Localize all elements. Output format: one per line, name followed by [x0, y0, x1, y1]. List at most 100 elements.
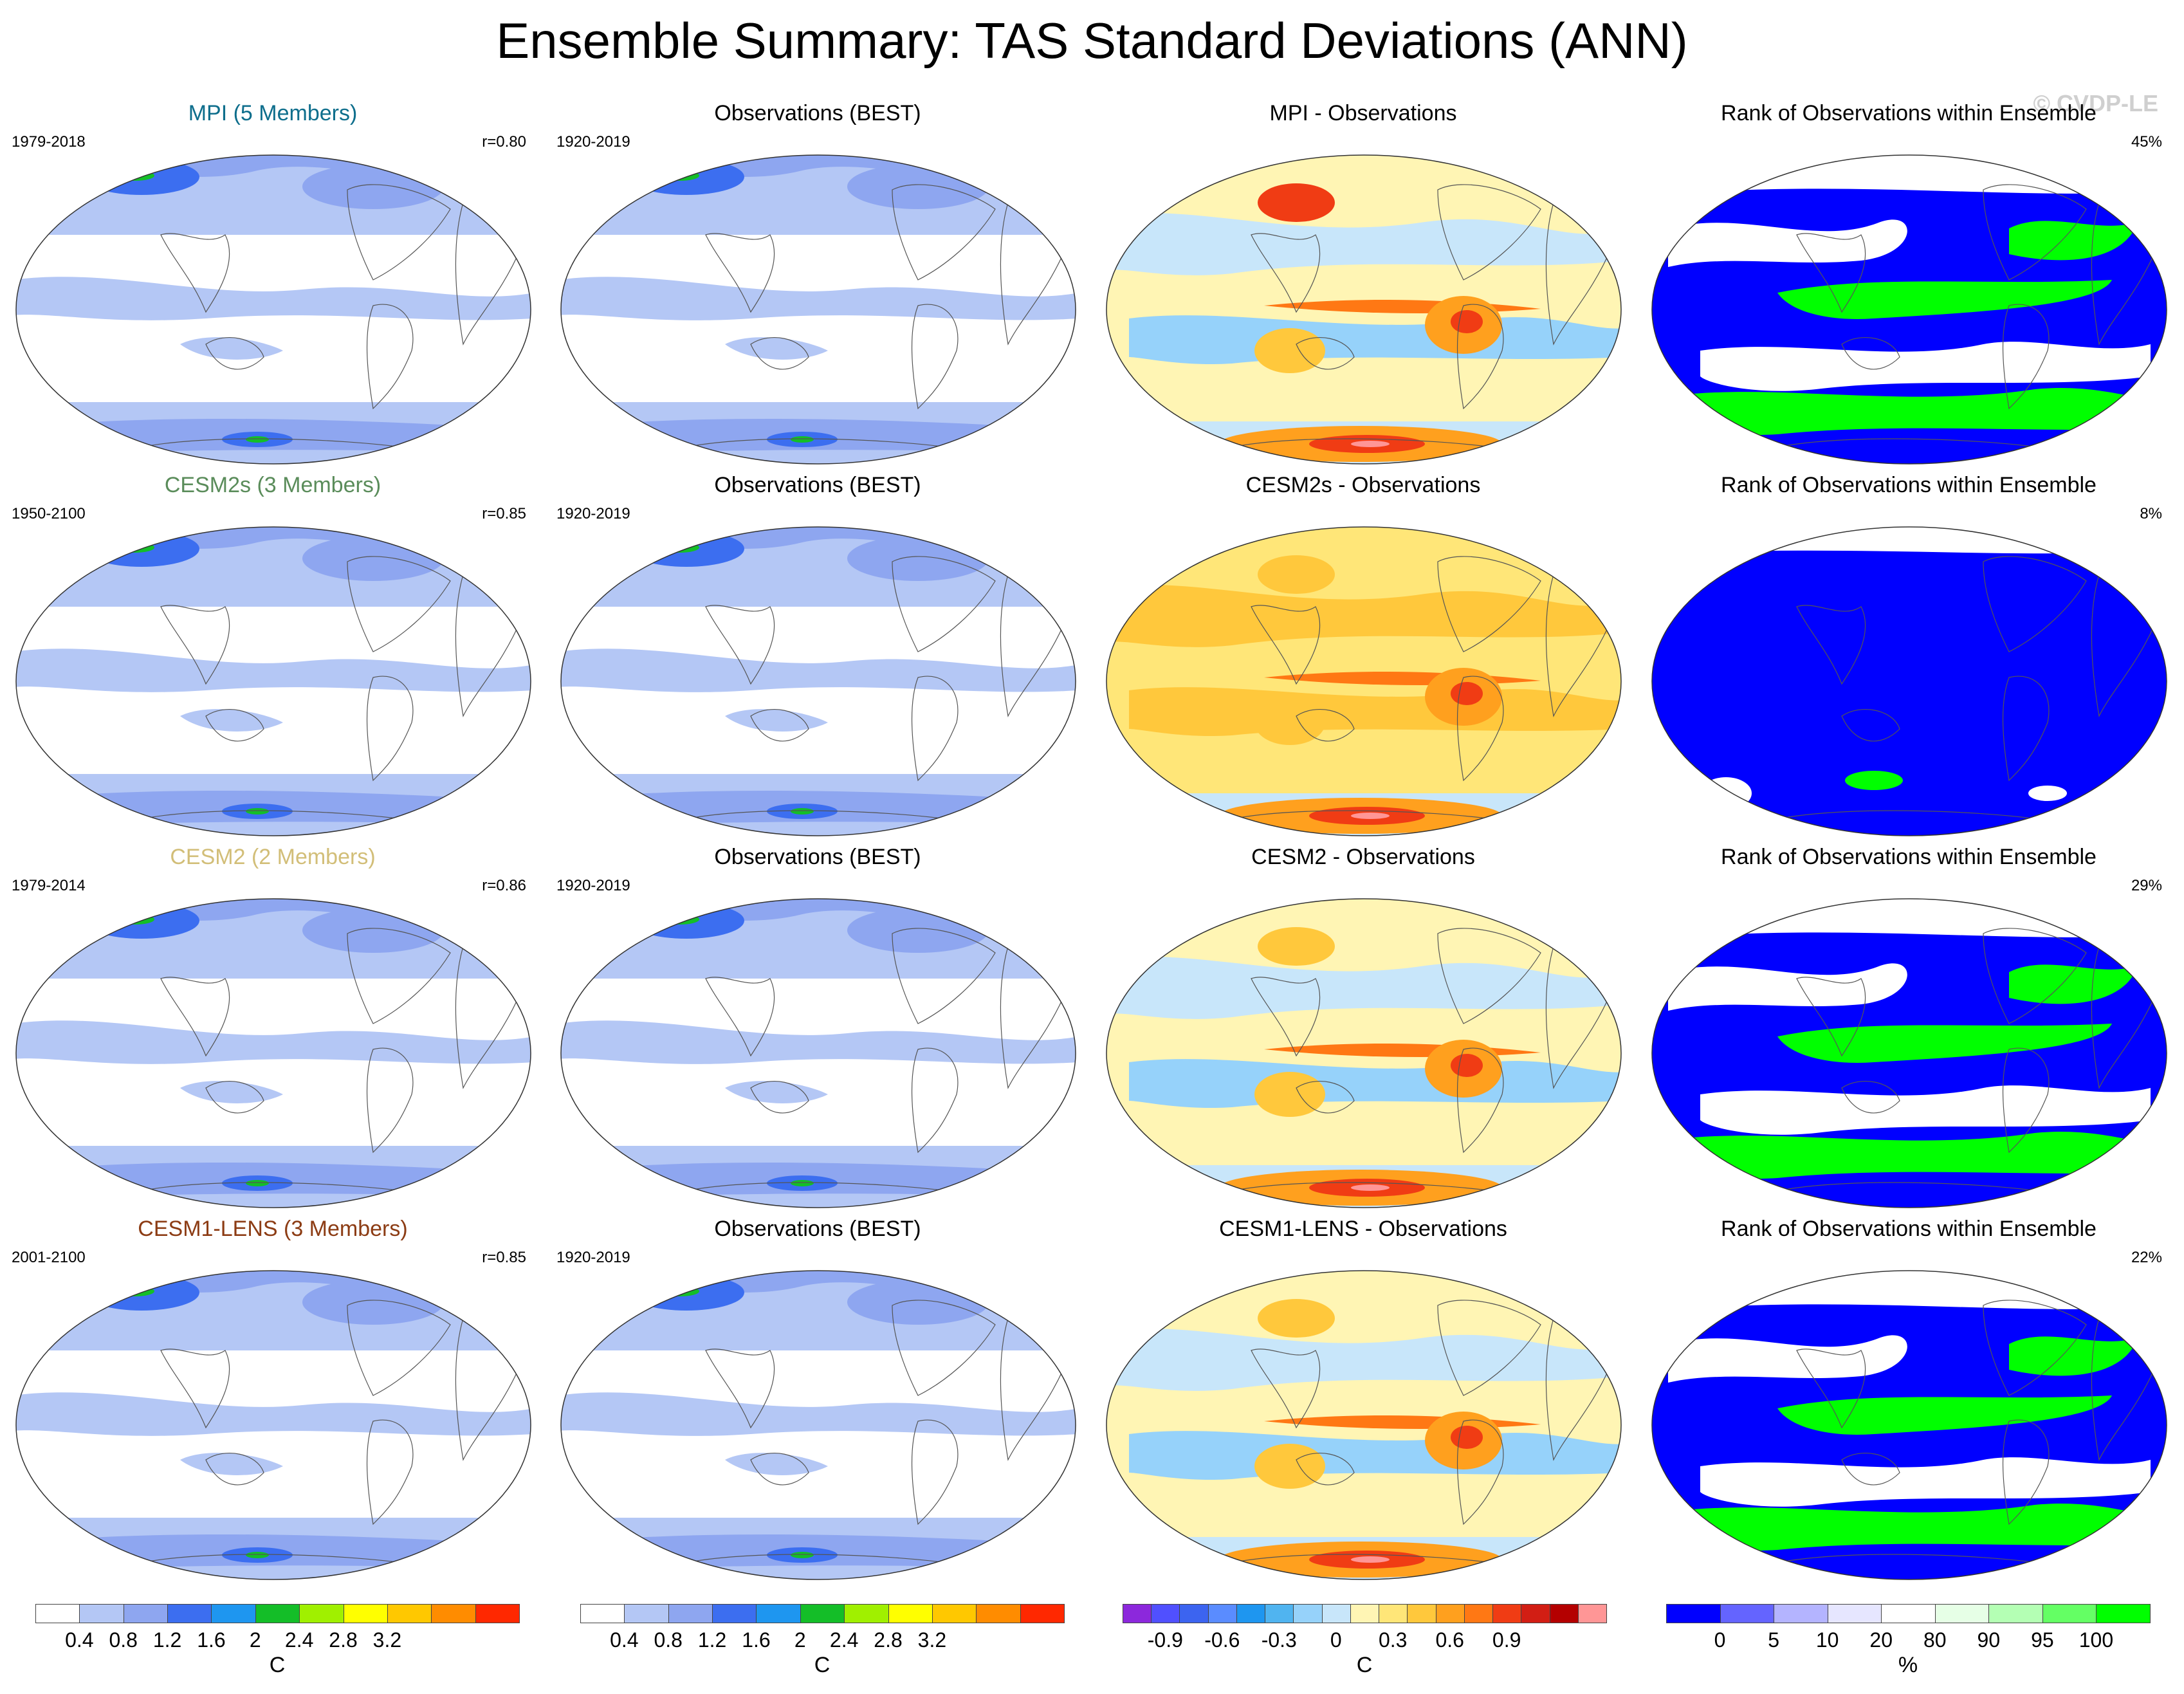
colorbar-tick-label: -0.6 [1204, 1628, 1240, 1652]
rank-percent-label: 29% [2131, 877, 2162, 894]
colorbar-tick-label: 1.2 [697, 1628, 727, 1652]
period-label: 2001-2100 [12, 1249, 86, 1266]
colorbar-swatch [1881, 1604, 1936, 1623]
colorbar-swatch [1379, 1604, 1408, 1623]
colorbar-swatch [1934, 1604, 1990, 1623]
map-rank [1651, 1270, 2167, 1580]
correlation-label: r=0.85 [482, 505, 526, 522]
colorbar-4: 0 5 10 20 80 90 95 100% [1666, 1604, 2151, 1694]
colorbar-swatch [79, 1604, 124, 1623]
map-panel-obs-3: Observations (BEST) 1920-2019 [545, 843, 1090, 1215]
colorbar-tick-label: 0.9 [1492, 1628, 1521, 1652]
colorbar-swatch [756, 1604, 801, 1623]
colorbar-tick-label: 0 [1330, 1628, 1342, 1652]
colorbar-swatch [1988, 1604, 2043, 1623]
colorbar-swatch [431, 1604, 476, 1623]
copyright-label: © CVDP-LE [2033, 90, 2158, 116]
colorbar-swatch [167, 1604, 212, 1623]
colorbar-swatch [1464, 1604, 1494, 1623]
panel-title: Rank of Observations within Ensemble [1721, 101, 2097, 125]
map-panel-obs-2: Observations (BEST) 1920-2019 [545, 472, 1090, 843]
colorbar-tick-label: 0.3 [1378, 1628, 1408, 1652]
colorbar-tick-label: 2 [794, 1628, 806, 1652]
map-obs [560, 898, 1076, 1208]
map-panel-obs-4: Observations (BEST) 1920-2019 [545, 1215, 1090, 1587]
colorbar-tick-label: 20 [1869, 1628, 1893, 1652]
map-panel-model-2: CESM2s (3 Members) 1950-2100 r=0.85 [0, 472, 546, 843]
colorbar-tick-label: 0.8 [654, 1628, 683, 1652]
colorbar-swatch [1521, 1604, 1550, 1623]
colorbar-swatch [931, 1604, 977, 1623]
map-model [15, 1270, 531, 1580]
map-diff [1106, 898, 1622, 1208]
map-panel-rank-2: Rank of Observations within Ensemble 8% [1636, 472, 2181, 843]
rank-percent-label: 22% [2131, 1249, 2162, 1266]
panel-title: CESM2s - Observations [1245, 473, 1481, 497]
panel-title: CESM1-LENS - Observations [1219, 1217, 1507, 1241]
map-rank [1651, 526, 2167, 836]
colorbar-unit: C [814, 1653, 830, 1677]
colorbar-tick-label: 1.6 [742, 1628, 771, 1652]
panel-title: MPI - Observations [1269, 101, 1457, 125]
panel-title: MPI (5 Members) [188, 101, 358, 125]
colorbar-swatch [2096, 1604, 2151, 1623]
colorbar-swatch [1020, 1604, 1065, 1623]
map-obs [560, 526, 1076, 836]
colorbar-tick-label: 90 [1977, 1628, 2001, 1652]
colorbar-swatch [712, 1604, 757, 1623]
panel-title: Observations (BEST) [714, 1217, 921, 1241]
colorbar-tick-label: 0 [1714, 1628, 1726, 1652]
colorbar-swatch [1435, 1604, 1465, 1623]
colorbar-swatch [1265, 1604, 1294, 1623]
colorbar-swatch [1236, 1604, 1266, 1623]
map-rank [1651, 154, 2167, 465]
rank-percent-label: 8% [2140, 505, 2162, 522]
rank-percent-label: 45% [2131, 133, 2162, 151]
period-label: 1920-2019 [556, 877, 630, 894]
panel-title: CESM2 - Observations [1251, 845, 1475, 869]
map-panel-model-3: CESM2 (2 Members) 1979-2014 r=0.86 [0, 843, 546, 1215]
panel-title: Observations (BEST) [714, 473, 921, 497]
correlation-label: r=0.80 [482, 133, 526, 151]
colorbar-tick-label: 95 [2031, 1628, 2054, 1652]
colorbar-tick-label: 2.8 [874, 1628, 903, 1652]
colorbar-swatch [1720, 1604, 1775, 1623]
map-panel-diff-3: CESM2 - Observations [1090, 843, 1636, 1215]
map-model [15, 154, 531, 465]
colorbar-swatch [580, 1604, 625, 1623]
map-panel-diff-2: CESM2s - Observations [1090, 472, 1636, 843]
colorbar-tick-label: 5 [1768, 1628, 1780, 1652]
colorbar-swatch [255, 1604, 300, 1623]
colorbar-tick-label: 3.2 [917, 1628, 947, 1652]
colorbar-swatch [2042, 1604, 2097, 1623]
colorbar-tick-label: 80 [1923, 1628, 1947, 1652]
map-panel-rank-3: Rank of Observations within Ensemble 29% [1636, 843, 2181, 1215]
colorbar-tick-label: 2.8 [329, 1628, 358, 1652]
map-diff [1106, 1270, 1622, 1580]
panel-title: CESM2 (2 Members) [170, 845, 376, 869]
colorbar-swatch [387, 1604, 432, 1623]
map-diff [1106, 154, 1622, 465]
colorbar-swatch [299, 1604, 344, 1623]
colorbar-swatch [1179, 1604, 1209, 1623]
colorbar-3: -0.9 -0.6 -0.3 0 0.3 0.6 0.9 C [1123, 1604, 1607, 1694]
colorbar-swatch [1549, 1604, 1579, 1623]
correlation-label: r=0.85 [482, 1249, 526, 1266]
colorbar-unit: C [269, 1653, 286, 1677]
colorbar-swatch [211, 1604, 256, 1623]
panel-title: CESM1-LENS (3 Members) [138, 1217, 408, 1241]
colorbar-tick-label: 0.4 [610, 1628, 639, 1652]
colorbar-tick-label: 0.6 [1435, 1628, 1464, 1652]
colorbar-tick-label: 2.4 [829, 1628, 859, 1652]
colorbar-swatch [1492, 1604, 1522, 1623]
panel-title: CESM2s (3 Members) [164, 473, 381, 497]
colorbar-swatch [35, 1604, 80, 1623]
period-label: 1920-2019 [556, 1249, 630, 1266]
colorbar-swatch [888, 1604, 933, 1623]
map-model [15, 526, 531, 836]
colorbar-tick-label: 2 [249, 1628, 261, 1652]
map-panel-model-4: CESM1-LENS (3 Members) 2001-2100 r=0.85 [0, 1215, 546, 1587]
panel-title: Observations (BEST) [714, 101, 921, 125]
colorbar-2: 0.4 0.8 1.2 1.6 2 2.4 2.8 3.2 C [580, 1604, 1065, 1694]
